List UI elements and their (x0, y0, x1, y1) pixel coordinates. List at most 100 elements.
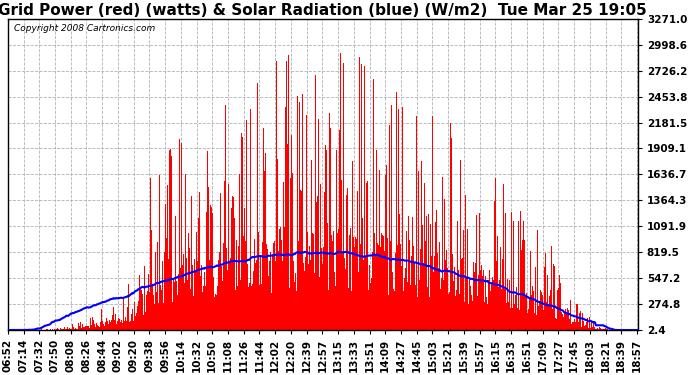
Bar (420, 249, 421, 330)
Bar (368, 227, 369, 330)
Bar (362, 219, 363, 330)
Bar (397, 245, 398, 330)
Bar (423, 263, 424, 330)
Bar (147, 291, 148, 330)
Bar (257, 232, 259, 330)
Bar (526, 297, 527, 330)
Bar (450, 123, 451, 330)
Bar (373, 191, 375, 330)
Bar (287, 144, 288, 330)
Bar (546, 275, 547, 330)
Bar (151, 230, 152, 330)
Bar (125, 317, 126, 330)
Bar (69, 328, 70, 330)
Bar (175, 216, 176, 330)
Bar (321, 248, 322, 330)
Bar (324, 192, 325, 330)
Bar (428, 214, 429, 330)
Bar (277, 159, 278, 330)
Bar (604, 328, 606, 330)
Bar (365, 256, 366, 330)
Bar (118, 318, 119, 330)
Bar (112, 315, 113, 330)
Bar (473, 177, 475, 330)
Bar (302, 94, 303, 330)
Bar (585, 325, 586, 330)
Bar (268, 230, 270, 330)
Bar (159, 176, 160, 330)
Bar (400, 278, 402, 330)
Bar (209, 260, 210, 330)
Bar (451, 138, 452, 330)
Bar (602, 329, 603, 330)
Bar (377, 243, 378, 330)
Bar (562, 294, 564, 330)
Bar (476, 214, 477, 330)
Bar (518, 221, 519, 330)
Bar (106, 318, 108, 330)
Bar (115, 314, 116, 330)
Bar (442, 258, 444, 330)
Bar (308, 264, 309, 330)
Bar (225, 105, 226, 330)
Bar (435, 222, 436, 330)
Bar (542, 295, 543, 330)
Bar (369, 266, 371, 330)
Bar (57, 328, 58, 330)
Bar (541, 292, 542, 330)
Bar (229, 261, 230, 330)
Bar (539, 303, 540, 330)
Bar (550, 290, 551, 330)
Bar (379, 170, 380, 330)
Bar (237, 260, 238, 330)
Bar (298, 241, 299, 330)
Bar (445, 260, 446, 330)
Bar (226, 219, 228, 330)
Bar (83, 327, 85, 330)
Bar (315, 280, 317, 330)
Bar (436, 210, 437, 330)
Bar (286, 61, 287, 330)
Bar (228, 184, 229, 330)
Bar (238, 246, 239, 330)
Bar (193, 296, 194, 330)
Bar (495, 178, 496, 330)
Bar (161, 290, 162, 330)
Bar (102, 321, 103, 330)
Bar (576, 304, 577, 330)
Bar (217, 286, 218, 330)
Bar (456, 290, 457, 330)
Bar (341, 180, 342, 330)
Bar (552, 309, 553, 330)
Bar (332, 194, 333, 330)
Bar (305, 257, 306, 330)
Bar (276, 61, 277, 330)
Bar (403, 291, 404, 330)
Bar (296, 291, 297, 330)
Bar (577, 304, 578, 330)
Bar (329, 112, 330, 330)
Bar (461, 259, 462, 330)
Bar (93, 320, 94, 330)
Bar (319, 277, 320, 330)
Bar (515, 260, 516, 330)
Bar (261, 284, 262, 330)
Bar (342, 182, 344, 330)
Bar (295, 273, 296, 330)
Bar (330, 128, 331, 330)
Bar (535, 315, 537, 330)
Bar (244, 208, 245, 330)
Bar (350, 228, 351, 330)
Bar (288, 55, 289, 330)
Bar (485, 276, 486, 330)
Bar (243, 150, 244, 330)
Bar (267, 249, 268, 330)
Bar (109, 320, 110, 330)
Bar (523, 221, 524, 330)
Text: Copyright 2008 Cartronics.com: Copyright 2008 Cartronics.com (14, 24, 155, 33)
Bar (234, 218, 235, 330)
Bar (574, 319, 575, 330)
Bar (497, 236, 498, 330)
Bar (349, 235, 350, 330)
Bar (531, 308, 533, 330)
